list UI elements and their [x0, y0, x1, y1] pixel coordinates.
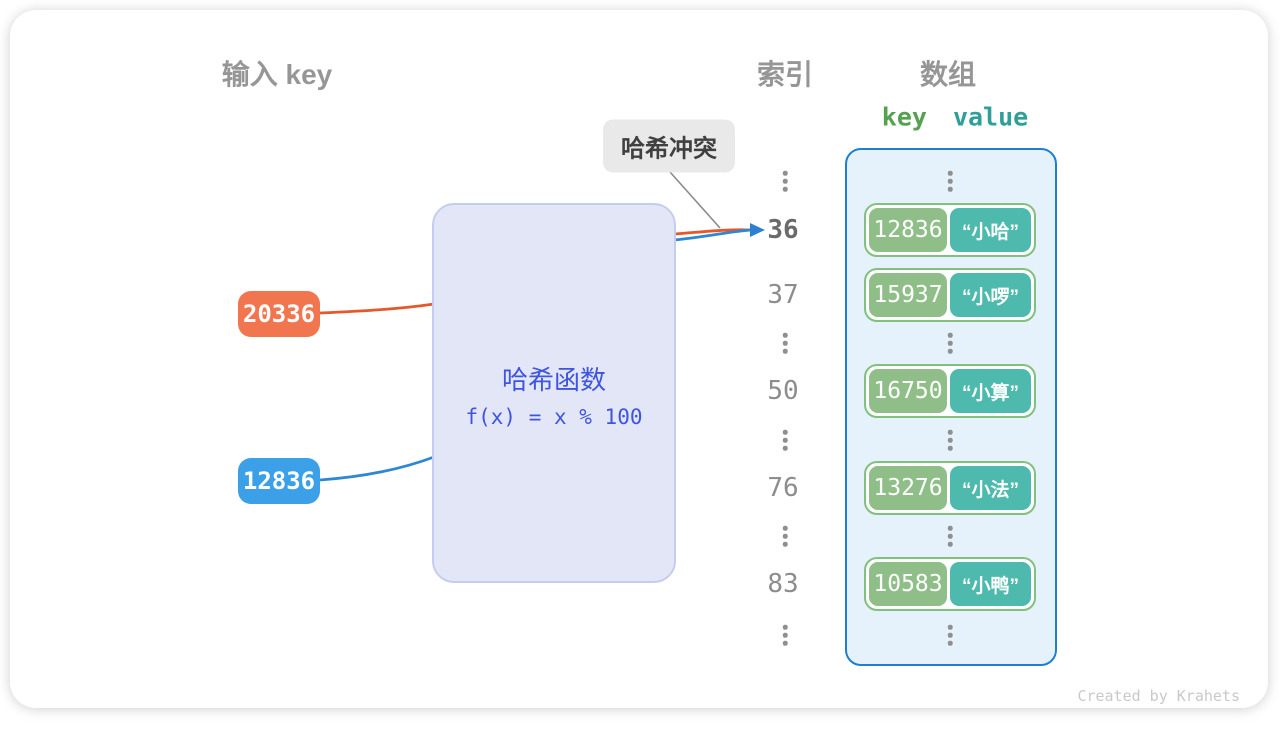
ellipsis-dots: [947, 429, 953, 451]
hash-function-formula: f(x) = x % 100: [465, 405, 643, 429]
ellipsis-dots: [782, 525, 788, 547]
array-entry: 12836 “小哈”: [864, 203, 1036, 257]
orange-path-right: [673, 228, 751, 236]
array-entry: 16750 “小算”: [864, 364, 1036, 418]
input-key-heading: 输入 key: [221, 59, 333, 90]
array-entry: 15937 “小啰”: [864, 268, 1036, 322]
entry-key: 13276: [869, 466, 947, 510]
index-value-76: 76: [767, 473, 799, 503]
orange-path-left: [319, 302, 435, 315]
ellipsis-dots: [947, 170, 953, 192]
entry-value: “小算”: [950, 369, 1031, 413]
array-heading: 数组: [919, 59, 977, 90]
ellipsis-dots: [947, 525, 953, 547]
entry-value: “小鸭”: [950, 562, 1031, 606]
entry-value: “小啰”: [950, 273, 1031, 317]
entry-value: “小哈”: [950, 208, 1031, 252]
diagram-canvas: 输入 key 索引 数组 key value 哈希冲突 20336 12836 …: [10, 10, 1268, 708]
hash-function-box: 哈希函数 f(x) = x % 100: [432, 203, 676, 583]
ellipsis-dots: [782, 332, 788, 354]
key-value-header: key value: [882, 103, 1028, 132]
blue-path-right: [673, 228, 753, 242]
entry-key: 12836: [869, 208, 947, 252]
input-key-box-20336: 20336: [238, 291, 320, 337]
index-value-37: 37: [767, 280, 799, 310]
entry-key: 16750: [869, 369, 947, 413]
ellipsis-dots: [947, 332, 953, 354]
value-column-label: value: [952, 102, 1029, 132]
arrowhead-icon: [750, 223, 765, 237]
ellipsis-dots: [782, 429, 788, 451]
array-entry: 10583 “小鸭”: [864, 557, 1036, 611]
index-value-36: 36: [767, 215, 799, 245]
blue-path-left: [319, 455, 435, 482]
ellipsis-dots: [782, 624, 788, 646]
ellipsis-dots: [782, 170, 788, 192]
input-key-box-12836: 12836: [238, 458, 320, 504]
hash-function-title: 哈希函数: [501, 365, 606, 395]
collision-pointer-line: [669, 171, 721, 229]
index-heading: 索引: [756, 59, 814, 90]
entry-key: 10583: [869, 562, 947, 606]
hash-collision-label: 哈希冲突: [603, 119, 735, 173]
entry-value: “小法”: [950, 466, 1031, 510]
credit-text: Created by Krahets: [1077, 687, 1240, 705]
array-entry: 13276 “小法”: [864, 461, 1036, 515]
index-value-83: 83: [767, 569, 799, 599]
key-column-label: key: [881, 102, 927, 132]
entry-key: 15937: [869, 273, 947, 317]
index-value-50: 50: [767, 376, 799, 406]
ellipsis-dots: [947, 624, 953, 646]
